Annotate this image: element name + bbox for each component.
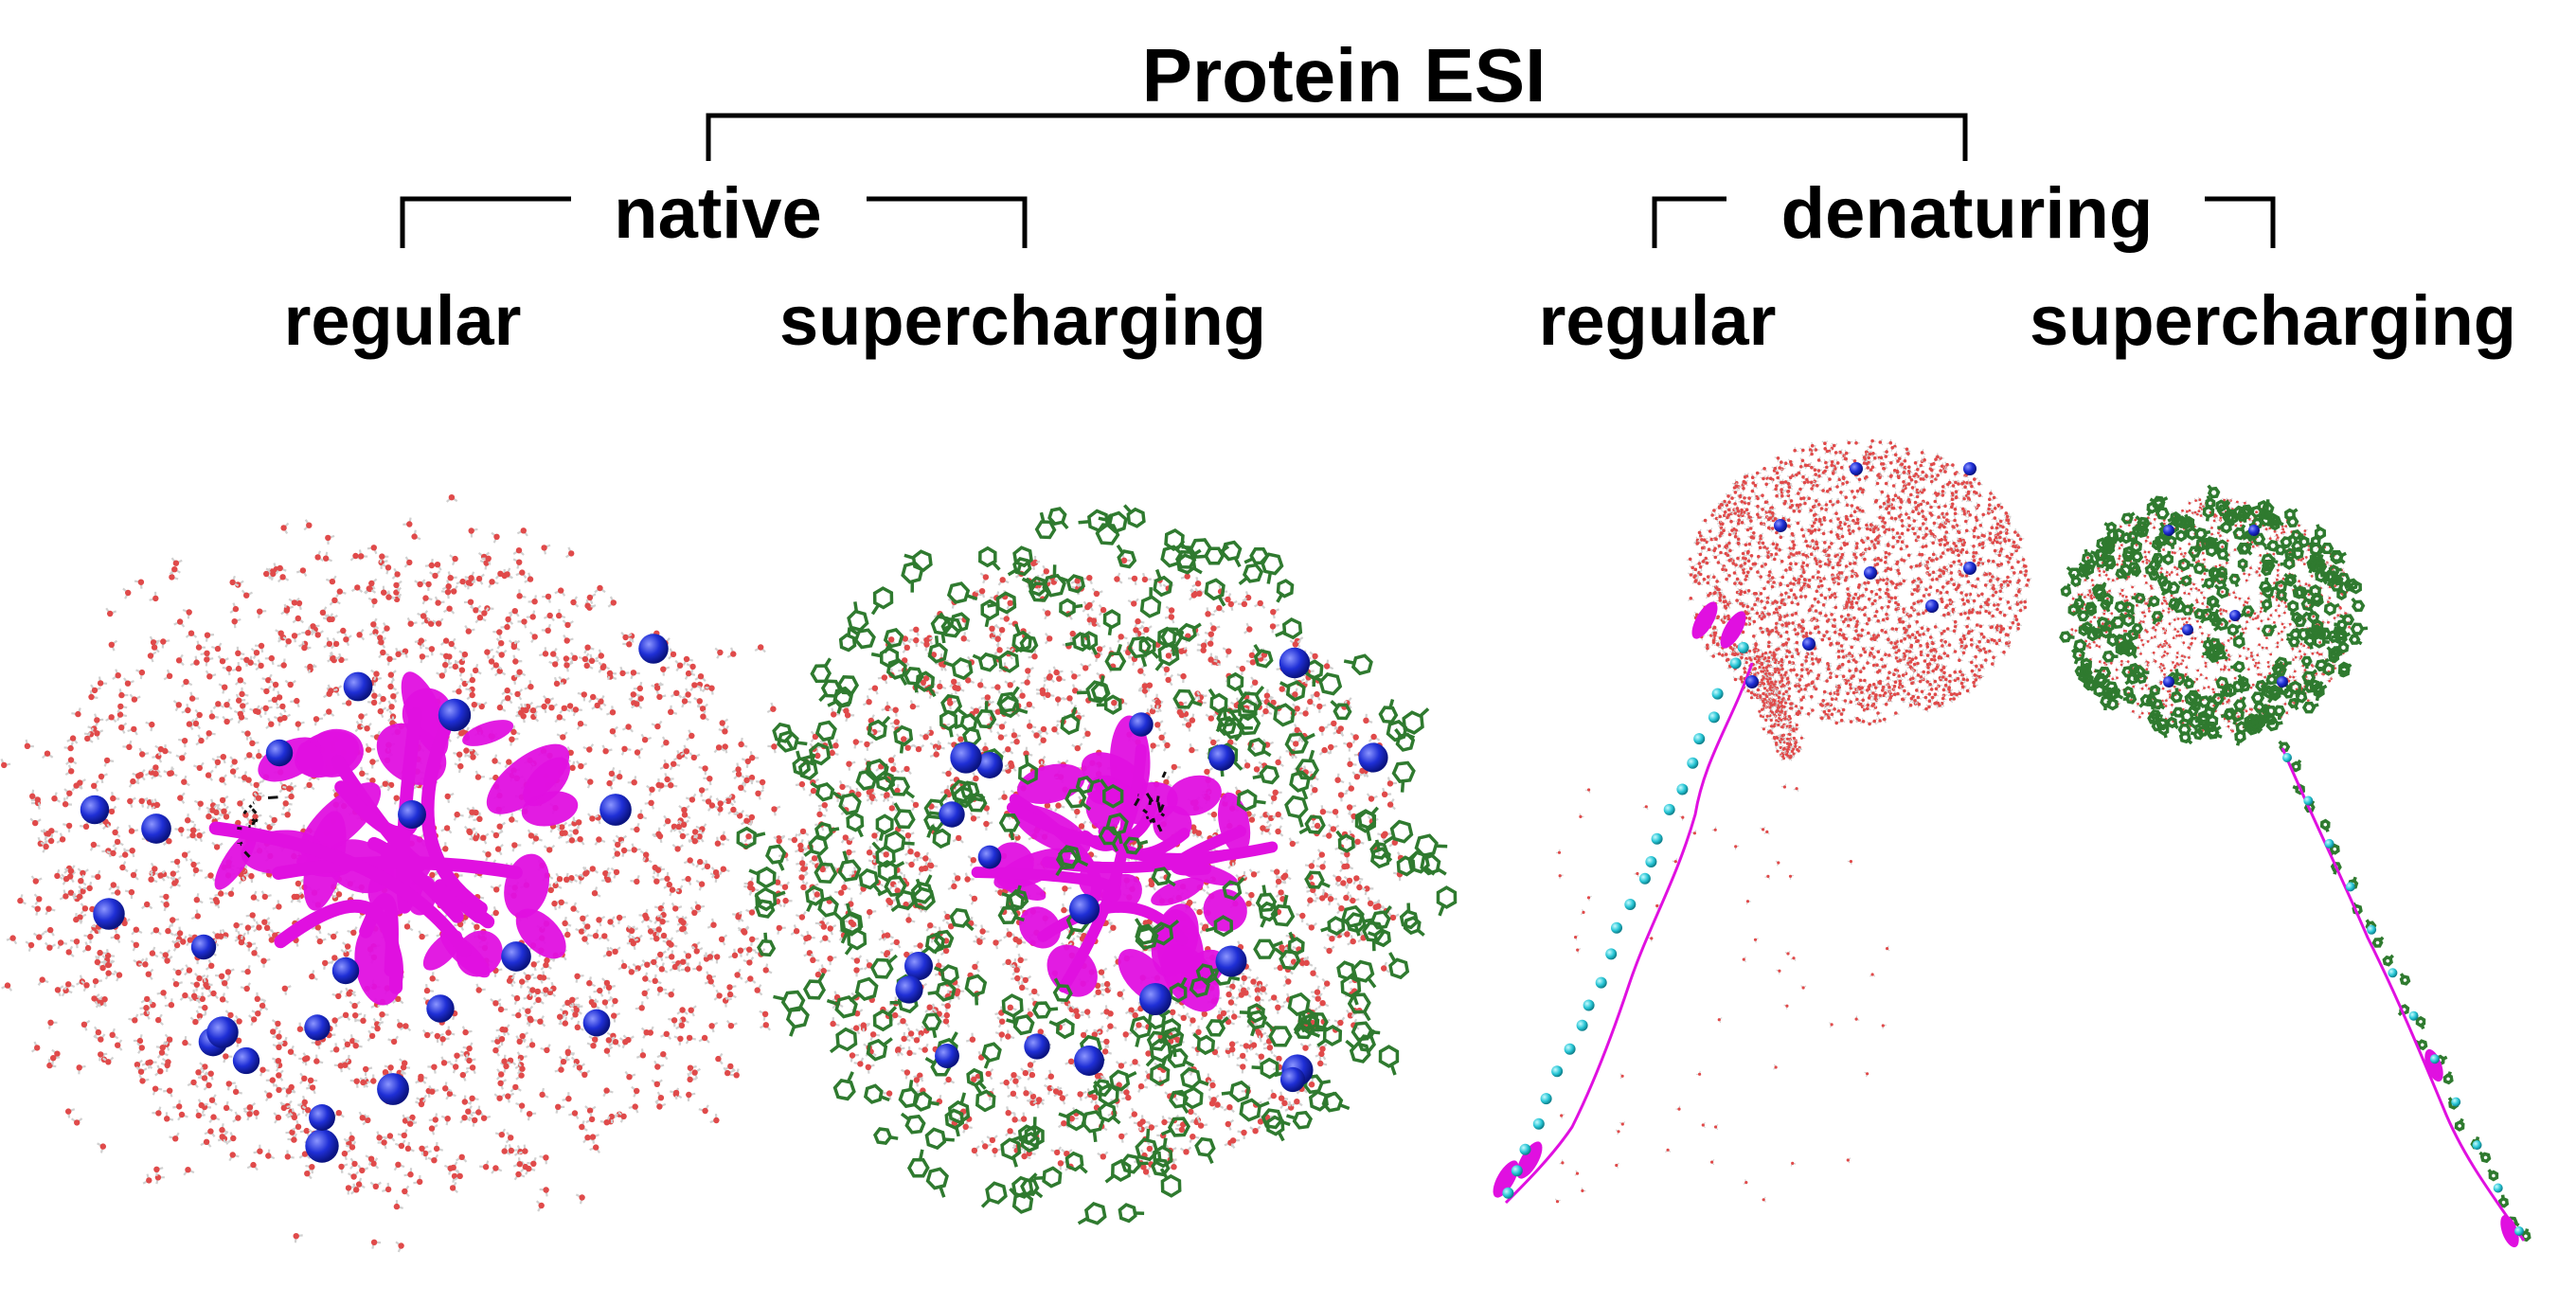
snapshot-panels [0, 438, 2531, 1253]
sodium-ions [80, 634, 669, 1163]
bracket-native-left [400, 196, 571, 248]
ligand [237, 796, 278, 858]
protein-charged-residues [2282, 753, 2524, 1236]
protein-core [208, 671, 579, 1006]
snapshot-native-regular [0, 494, 854, 1253]
unfolded-protein-chain [2281, 747, 2526, 1248]
bracket-native-right [867, 196, 1028, 248]
supercharging-agent [736, 504, 1458, 1225]
bracket-denaturing-left [1652, 196, 1726, 248]
sodium-ions [895, 647, 1388, 1093]
sodium-ions [1745, 462, 1977, 688]
snapshot-denaturing-supercharging [2059, 484, 2531, 1248]
condition-label-denaturing-regular: regular [1538, 281, 1777, 360]
water-droplet [1554, 438, 2032, 1204]
snapshot-denaturing-regular [1493, 438, 2032, 1205]
condition-label-native-regular: regular [283, 281, 522, 360]
group-label-native: native [614, 173, 822, 254]
ligand [1134, 771, 1167, 832]
supercharging-agent [2059, 484, 2531, 1242]
group-label-denaturing: denaturing [1780, 173, 2154, 254]
protein-charged-residues [1502, 641, 1749, 1199]
condition-label-native-supercharging: supercharging [779, 281, 1266, 360]
title-protein-esi: Protein ESI [1141, 33, 1547, 117]
unfolded-protein-chain [1493, 601, 1754, 1205]
water-droplet [0, 494, 854, 1253]
sodium-ions [2163, 525, 2288, 688]
hierarchy-brackets [400, 113, 2276, 248]
bracket-denaturing-right [2205, 196, 2276, 248]
condition-label-denaturing-supercharging: supercharging [2030, 281, 2516, 360]
bracket-protein-esi [706, 113, 1968, 161]
snapshot-native-supercharging [736, 504, 1458, 1225]
